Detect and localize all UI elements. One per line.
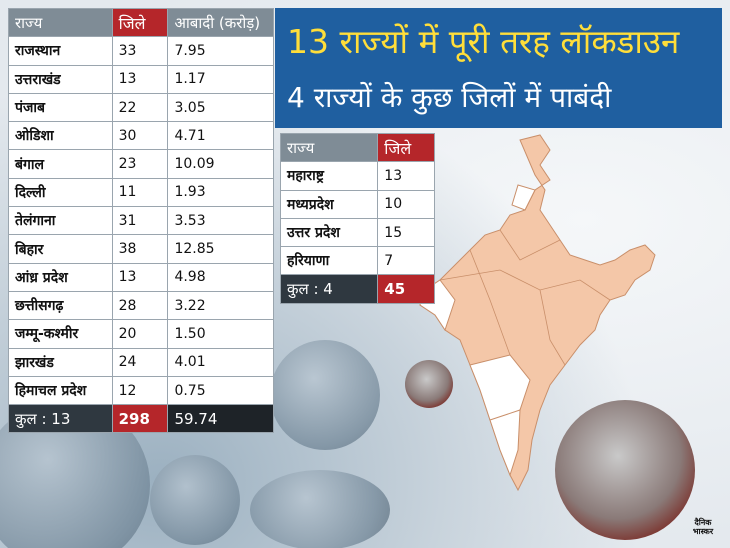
total-label: कुल : 13 (8, 404, 113, 434)
table-row: मध्यप्रदेश 10 (279, 189, 435, 219)
total-label: कुल : 4 (279, 274, 379, 304)
districts-cell: 13 (377, 161, 435, 191)
districts-cell: 15 (377, 217, 435, 248)
heading-line-1: 13 राज्यों में पूरी तरह लॉकडाउन (287, 22, 680, 61)
districts-cell: 13 (111, 262, 169, 292)
table-row: दिल्ली 11 1.93 (8, 177, 274, 208)
districts-cell: 23 (111, 149, 169, 179)
state-cell: हरियाणा (279, 246, 379, 276)
population-cell: 4.98 (167, 262, 274, 292)
table-row: बंगाल 23 10.09 (8, 149, 274, 179)
state-cell: बंगाल (8, 149, 113, 179)
population-cell: 4.71 (167, 121, 274, 151)
table-row: महाराष्ट्र 13 (279, 161, 435, 191)
total-row: कुल : 13 298 59.74 (8, 404, 274, 434)
state-cell: दिल्ली (8, 177, 113, 208)
state-cell: छत्तीसगढ़ (8, 290, 113, 321)
total-districts: 45 (377, 274, 435, 304)
districts-cell: 38 (111, 234, 169, 264)
state-cell: झारखंड (8, 347, 113, 377)
table-row: उत्तराखंड 13 1.17 (8, 64, 274, 94)
state-cell: हिमाचल प्रदेश (8, 375, 113, 406)
table-row: जम्मू-कश्मीर 20 1.50 (8, 319, 274, 349)
population-cell: 10.09 (167, 149, 274, 179)
table-row: छत्तीसगढ़ 28 3.22 (8, 290, 274, 321)
header-districts: जिले (377, 132, 435, 163)
header-state: राज्य (8, 7, 113, 38)
state-cell: मध्यप्रदेश (279, 189, 379, 219)
population-cell: 3.53 (167, 206, 274, 236)
total-population: 59.74 (167, 404, 274, 434)
table-row: पंजाब 22 3.05 (8, 92, 274, 123)
population-cell: 1.93 (167, 177, 274, 208)
coronavirus-icon (270, 340, 380, 450)
table-row: ओडिशा 30 4.71 (8, 121, 274, 151)
state-cell: ओडिशा (8, 121, 113, 151)
districts-cell: 28 (111, 290, 169, 321)
header-districts: जिले (111, 7, 169, 38)
table-row: राजस्थान 33 7.95 (8, 36, 274, 66)
population-cell: 4.01 (167, 347, 274, 377)
districts-cell: 10 (377, 189, 435, 219)
population-cell: 12.85 (167, 234, 274, 264)
table-row: उत्तर प्रदेश 15 (279, 217, 435, 248)
state-cell: तेलंगाना (8, 206, 113, 236)
table-row: हरियाणा 7 (279, 246, 435, 276)
header-population: आबादी (करोड़) (167, 7, 274, 38)
state-cell: उत्तर प्रदेश (279, 217, 379, 248)
heading-box: 13 राज्यों में पूरी तरह लॉकडाउन 4 राज्यो… (275, 8, 722, 128)
districts-cell: 13 (111, 64, 169, 94)
districts-cell: 11 (111, 177, 169, 208)
coronavirus-icon (250, 470, 390, 548)
coronavirus-icon (150, 455, 240, 545)
districts-cell: 33 (111, 36, 169, 66)
coronavirus-icon (405, 360, 453, 408)
districts-cell: 31 (111, 206, 169, 236)
population-cell: 1.17 (167, 64, 274, 94)
header-state: राज्य (279, 132, 379, 163)
population-cell: 3.22 (167, 290, 274, 321)
total-row: कुल : 4 45 (279, 274, 435, 304)
logo-line-2: भास्कर (692, 527, 714, 536)
population-cell: 0.75 (167, 375, 274, 406)
state-cell: राजस्थान (8, 36, 113, 66)
table-row: बिहार 38 12.85 (8, 234, 274, 264)
coronavirus-icon (555, 400, 695, 540)
districts-cell: 7 (377, 246, 435, 276)
state-cell: महाराष्ट्र (279, 161, 379, 191)
table-row: झारखंड 24 4.01 (8, 347, 274, 377)
table-row: तेलंगाना 31 3.53 (8, 206, 274, 236)
heading-line-2: 4 राज्यों के कुछ जिलों में पाबंदी (287, 81, 612, 114)
state-cell: उत्तराखंड (8, 64, 113, 94)
dainik-bhaskar-logo: दैनिक भास्कर (686, 518, 720, 542)
districts-cell: 30 (111, 121, 169, 151)
state-cell: आंध्र प्रदेश (8, 262, 113, 292)
total-districts: 298 (111, 404, 169, 434)
population-cell: 3.05 (167, 92, 274, 123)
full-lockdown-table: राज्य जिले आबादी (करोड़) राजस्थान 33 7.95 … (8, 7, 274, 434)
districts-cell: 24 (111, 347, 169, 377)
state-cell: पंजाब (8, 92, 113, 123)
districts-cell: 20 (111, 319, 169, 349)
districts-cell: 22 (111, 92, 169, 123)
state-cell: जम्मू-कश्मीर (8, 319, 113, 349)
state-cell: बिहार (8, 234, 113, 264)
population-cell: 7.95 (167, 36, 274, 66)
india-map-icon (419, 134, 656, 492)
table-row: आंध्र प्रदेश 13 4.98 (8, 262, 274, 292)
table-row: हिमाचल प्रदेश 12 0.75 (8, 375, 274, 406)
population-cell: 1.50 (167, 319, 274, 349)
logo-line-1: दैनिक (694, 518, 712, 527)
districts-cell: 12 (111, 375, 169, 406)
partial-lockdown-table: राज्य जिले महाराष्ट्र 13 मध्यप्रदेश 10 उत्… (279, 132, 435, 304)
